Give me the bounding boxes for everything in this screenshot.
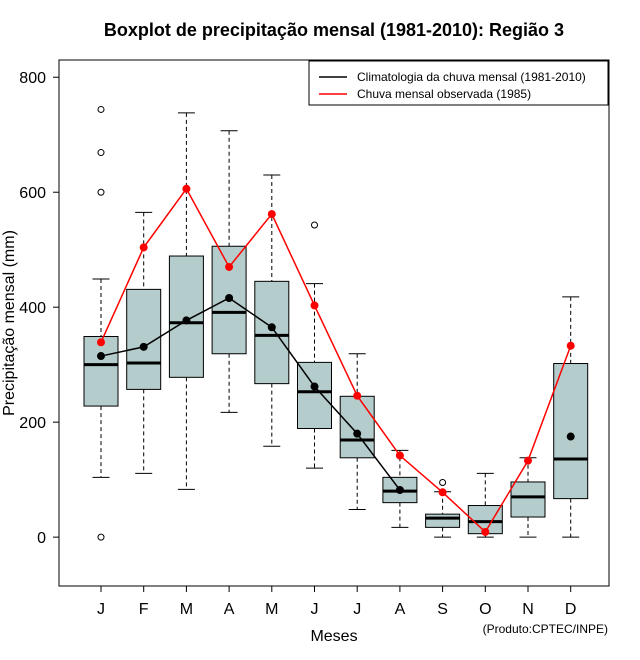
y-tick-label: 600	[19, 185, 46, 202]
x-tick-label: S	[437, 601, 448, 618]
outlier-point	[97, 188, 105, 196]
box-8	[382, 449, 418, 528]
series-point	[139, 342, 148, 351]
legend: Climatologia da chuva mensal (1981-2010)…	[308, 60, 609, 106]
box-iqr	[297, 361, 332, 429]
box-1	[83, 105, 119, 541]
x-tick-label: M	[265, 601, 278, 618]
outlier-point	[97, 533, 105, 541]
box-4	[211, 130, 247, 413]
box-5	[254, 174, 290, 447]
series-point	[395, 485, 404, 494]
y-tick-label: 400	[19, 300, 46, 317]
series-point	[310, 301, 319, 310]
box-iqr	[553, 363, 589, 500]
series-point	[566, 341, 575, 350]
box-iqr	[254, 280, 290, 385]
series-point	[566, 432, 575, 441]
legend-label-observed: Chuva mensal observada (1985)	[357, 87, 531, 101]
series-point	[438, 488, 447, 497]
y-tick-label: 200	[19, 415, 46, 432]
box-iqr	[425, 513, 461, 528]
box-iqr	[83, 336, 119, 407]
series-point	[182, 184, 191, 193]
box-iqr	[510, 481, 546, 518]
y-tick-label: 800	[19, 70, 46, 87]
box-9	[425, 479, 461, 538]
series-point	[97, 338, 105, 347]
legend-label-climatology: Climatologia da chuva mensal (1981-2010)	[357, 70, 586, 84]
box-6	[297, 221, 332, 469]
box-12	[553, 296, 589, 538]
product-credit: (Produto:CPTEC/INPE)	[483, 622, 608, 636]
y-tick-label: 0	[37, 530, 46, 547]
series-point	[353, 391, 362, 400]
series-point	[139, 243, 148, 252]
outlier-point	[439, 479, 447, 487]
box-3	[168, 112, 204, 490]
series-point	[225, 293, 234, 302]
series-point	[97, 352, 105, 361]
series-point	[182, 316, 191, 325]
x-tick-label: O	[479, 601, 491, 618]
x-tick-label: J	[311, 601, 319, 618]
chart-title: Boxplot de precipitação mensal (1981-201…	[104, 20, 564, 40]
series-point	[267, 210, 276, 219]
x-tick-label: A	[224, 601, 235, 618]
series-point	[310, 382, 319, 391]
x-tick-label: D	[565, 601, 577, 618]
y-axis-label: Precipitação mensal (mm)	[1, 230, 18, 416]
series-point	[267, 323, 276, 332]
x-tick-label: N	[522, 601, 534, 618]
series-point	[524, 456, 532, 465]
climatology-series	[97, 293, 575, 494]
series-point	[395, 451, 404, 460]
box-2	[126, 211, 162, 474]
series-line	[100, 187, 572, 534]
legend-box	[308, 60, 609, 106]
box-10	[467, 472, 503, 538]
series-line	[100, 297, 401, 491]
box-11	[510, 457, 546, 538]
series-point	[481, 527, 490, 536]
series-point	[353, 429, 362, 438]
x-tick-label: M	[180, 601, 193, 618]
observed-series	[97, 184, 575, 536]
x-tick-label: A	[395, 601, 406, 618]
x-axis-label: Meses	[310, 628, 357, 645]
series-point	[225, 262, 234, 271]
outlier-point	[311, 221, 318, 229]
x-tick-label: J	[353, 601, 361, 618]
outlier-point	[97, 149, 105, 157]
x-tick-label: J	[97, 601, 105, 618]
x-tick-label: F	[139, 601, 149, 618]
outlier-point	[97, 105, 105, 113]
